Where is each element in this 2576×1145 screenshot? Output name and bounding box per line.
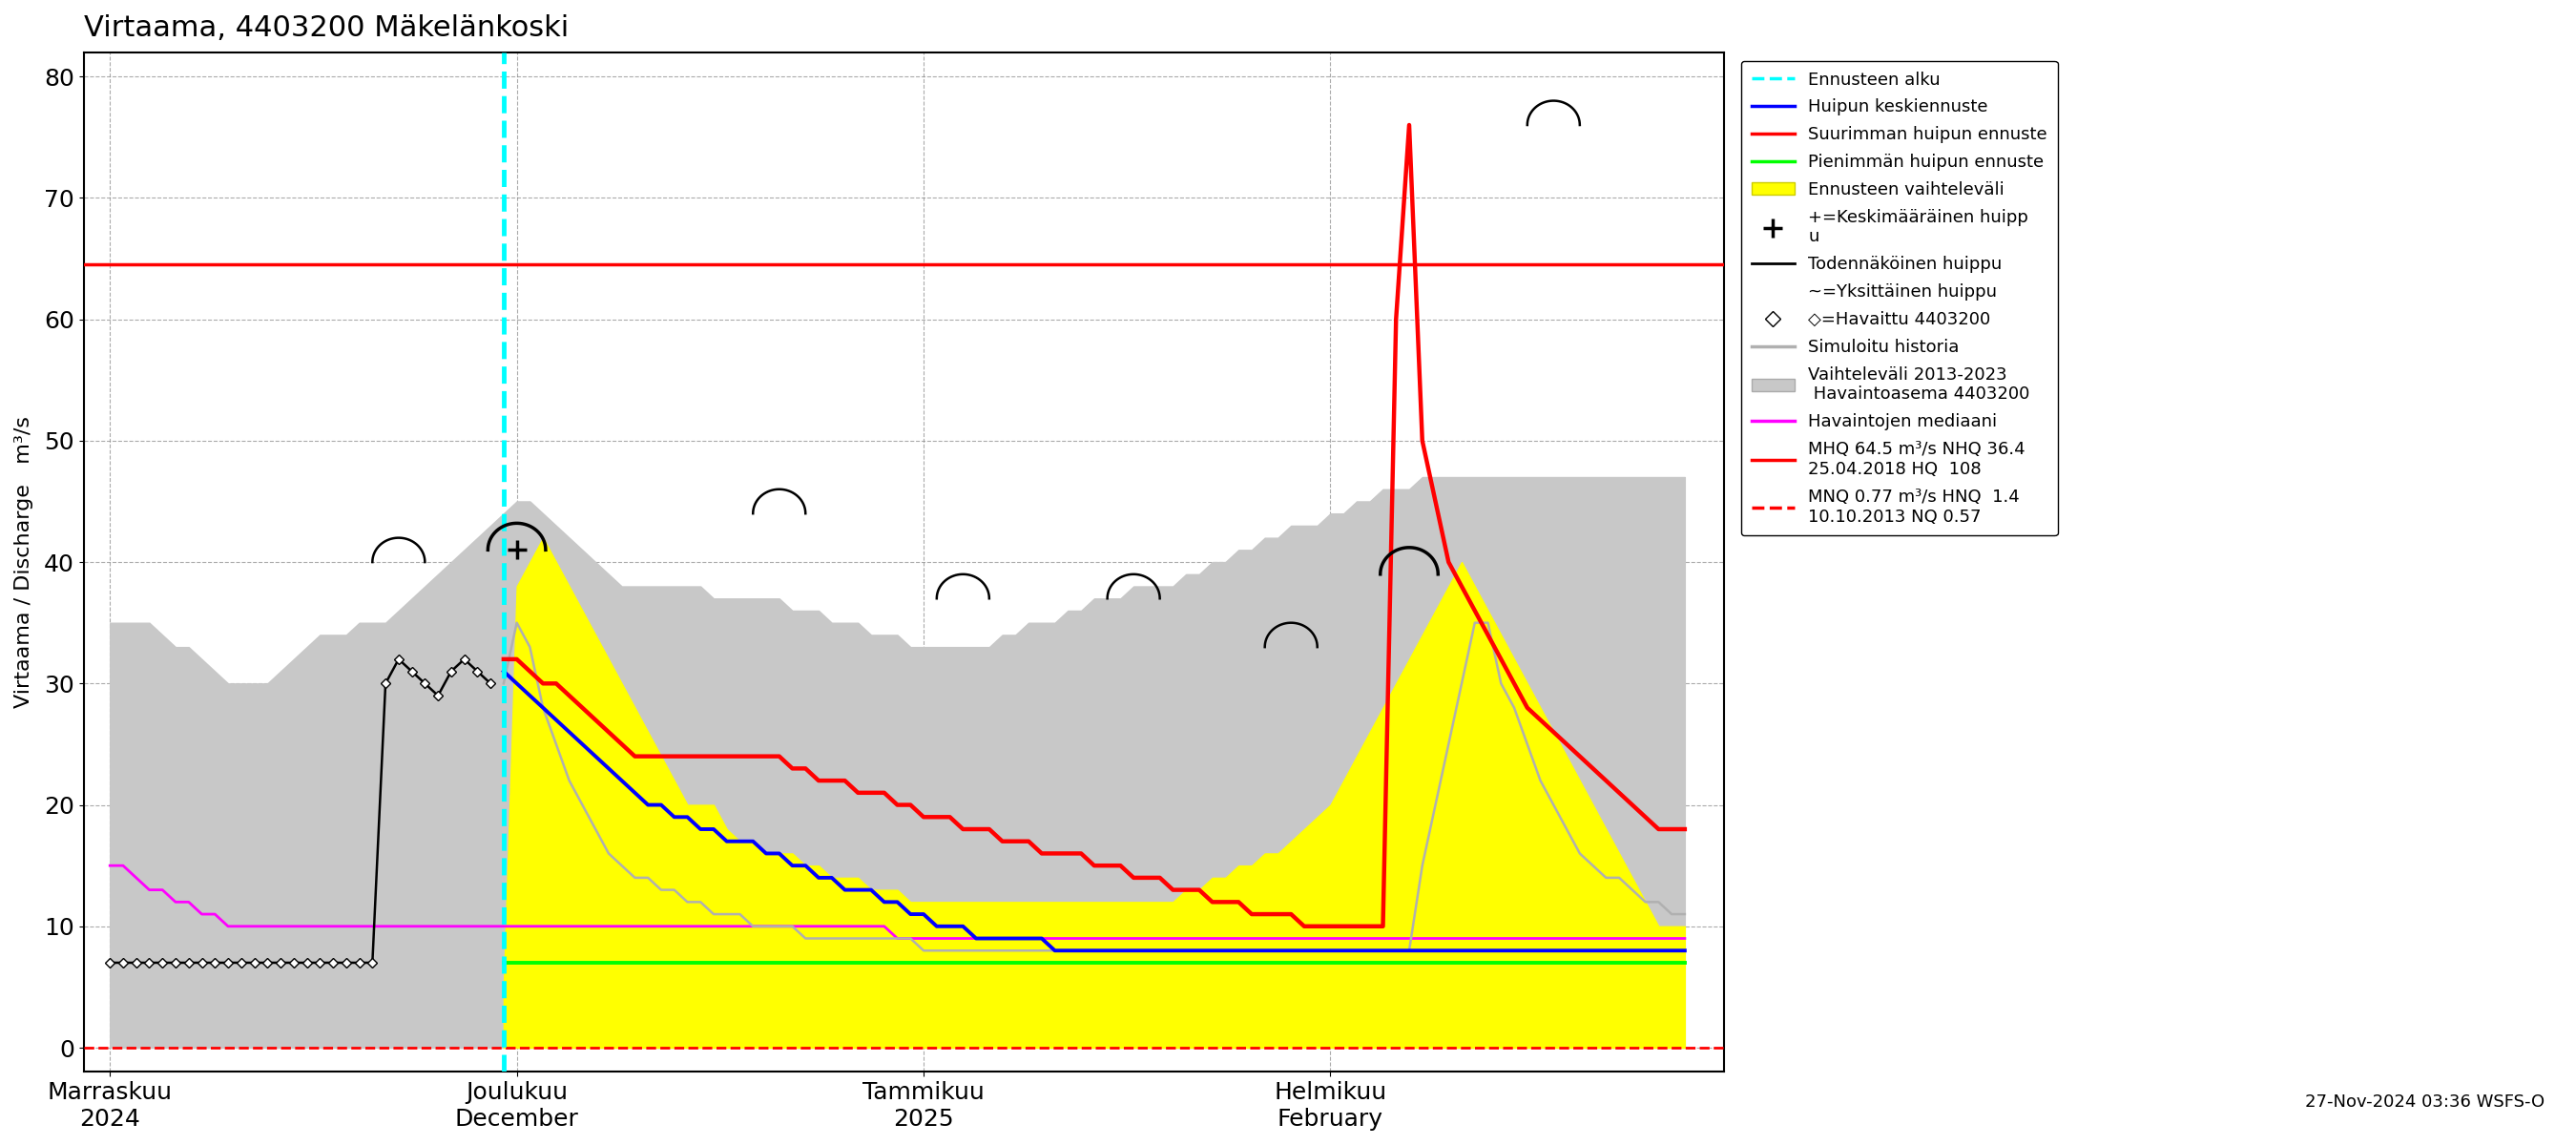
Text: Virtaama, 4403200 Mäkelänkoski: Virtaama, 4403200 Mäkelänkoski [82, 14, 569, 42]
Legend: Ennusteen alku, Huipun keskiennuste, Suurimman huipun ennuste, Pienimmän huipun : Ennusteen alku, Huipun keskiennuste, Suu… [1741, 61, 2058, 536]
Y-axis label: Virtaama / Discharge   m³/s: Virtaama / Discharge m³/s [15, 416, 33, 708]
Text: 27-Nov-2024 03:36 WSFS-O: 27-Nov-2024 03:36 WSFS-O [2306, 1093, 2545, 1111]
